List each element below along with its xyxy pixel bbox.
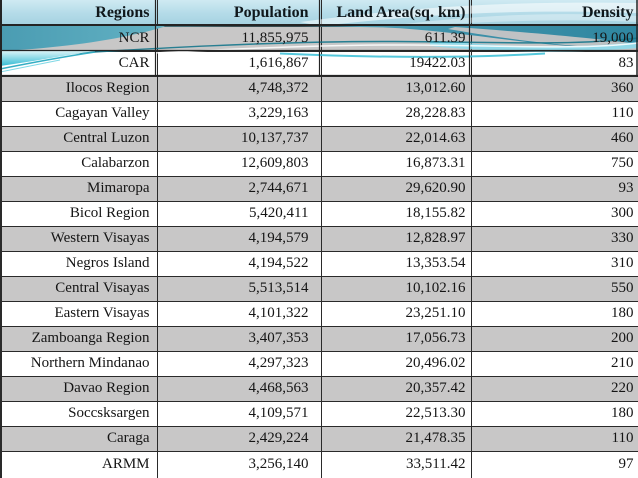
region-cell: Negros Island: [0, 250, 158, 277]
land-area-cell: 12,828.97: [320, 225, 472, 252]
population-cell: 2,744,671: [156, 175, 322, 202]
header-row: Regions Population Land Area(sq. km) Den…: [0, 0, 638, 27]
table-row: Ilocos Region 4,748,372 13,012.60 360: [0, 75, 638, 102]
column-header-regions: Regions: [0, 0, 158, 27]
density-cell: 750: [470, 150, 638, 177]
table-row: Eastern Visayas 4,101,322 23,251.10 180: [0, 300, 638, 327]
region-cell: ARMM: [0, 450, 158, 478]
region-cell: Northern Mindanao: [0, 350, 158, 377]
population-cell: 4,109,571: [156, 400, 322, 427]
table-row: Northern Mindanao 4,297,323 20,496.02 210: [0, 350, 638, 377]
population-cell: 3,407,353: [156, 325, 322, 352]
table-row: Soccsksargen 4,109,571 22,513.30 180: [0, 400, 638, 427]
population-cell: 11,855,975: [156, 25, 322, 52]
density-cell: 310: [470, 250, 638, 277]
land-area-cell: 22,513.30: [320, 400, 472, 427]
land-area-cell: 17,056.73: [320, 325, 472, 352]
region-cell: Western Visayas: [0, 225, 158, 252]
population-cell: 4,194,522: [156, 250, 322, 277]
table-row: NCR 11,855,975 611.39 19,000: [0, 25, 638, 52]
population-cell: 4,748,372: [156, 75, 322, 102]
land-area-cell: 20,496.02: [320, 350, 472, 377]
density-cell: 180: [470, 400, 638, 427]
region-cell: NCR: [0, 25, 158, 52]
table-row: Cagayan Valley 3,229,163 28,228.83 110: [0, 100, 638, 127]
region-cell: Central Visayas: [0, 275, 158, 302]
population-cell: 12,609,803: [156, 150, 322, 177]
density-cell: 550: [470, 275, 638, 302]
land-area-cell: 13,012.60: [320, 75, 472, 102]
column-header-land-area: Land Area(sq. km): [320, 0, 472, 27]
density-cell: 110: [470, 100, 638, 127]
region-cell: Zamboanga Region: [0, 325, 158, 352]
land-area-cell: 22,014.63: [320, 125, 472, 152]
population-cell: 4,101,322: [156, 300, 322, 327]
table-row: Zamboanga Region 3,407,353 17,056.73 200: [0, 325, 638, 352]
land-area-cell: 33,511.42: [320, 450, 472, 478]
density-cell: 330: [470, 225, 638, 252]
land-area-cell: 611.39: [320, 25, 472, 52]
density-cell: 360: [470, 75, 638, 102]
region-cell: Davao Region: [0, 375, 158, 402]
density-cell: 19,000: [470, 25, 638, 52]
land-area-cell: 29,620.90: [320, 175, 472, 202]
land-area-cell: 20,357.42: [320, 375, 472, 402]
land-area-cell: 19422.03: [320, 50, 472, 77]
density-cell: 300: [470, 200, 638, 227]
table-header: Regions Population Land Area(sq. km) Den…: [0, 0, 638, 27]
region-cell: CAR: [0, 50, 158, 77]
region-cell: Eastern Visayas: [0, 300, 158, 327]
land-area-cell: 28,228.83: [320, 100, 472, 127]
table-body: NCR 11,855,975 611.39 19,000 CAR 1,616,867 194…: [0, 25, 638, 478]
table-row: Central Luzon 10,137,737 22,014.63 460: [0, 125, 638, 152]
density-cell: 200: [470, 325, 638, 352]
region-cell: Calabarzon: [0, 150, 158, 177]
population-cell: 1,616,867: [156, 50, 322, 77]
region-cell: Central Luzon: [0, 125, 158, 152]
land-area-cell: 21,478.35: [320, 425, 472, 452]
density-cell: 180: [470, 300, 638, 327]
table-row: ARMM 3,256,140 33,511.42 97: [0, 450, 638, 478]
region-cell: Cagayan Valley: [0, 100, 158, 127]
density-cell: 110: [470, 425, 638, 452]
region-cell: Bicol Region: [0, 200, 158, 227]
density-cell: 210: [470, 350, 638, 377]
population-cell: 4,194,579: [156, 225, 322, 252]
table-row: Davao Region 4,468,563 20,357.42 220: [0, 375, 638, 402]
table-row: CAR 1,616,867 19422.03 83: [0, 50, 638, 77]
table-row: Calabarzon 12,609,803 16,873.31 750: [0, 150, 638, 177]
population-cell: 5,420,411: [156, 200, 322, 227]
region-cell: Caraga: [0, 425, 158, 452]
population-cell: 3,256,140: [156, 450, 322, 478]
population-cell: 3,229,163: [156, 100, 322, 127]
region-cell: Soccsksargen: [0, 400, 158, 427]
population-cell: 5,513,514: [156, 275, 322, 302]
population-cell: 2,429,224: [156, 425, 322, 452]
land-area-cell: 13,353.54: [320, 250, 472, 277]
land-area-cell: 23,251.10: [320, 300, 472, 327]
land-area-cell: 16,873.31: [320, 150, 472, 177]
density-cell: 93: [470, 175, 638, 202]
population-cell: 10,137,737: [156, 125, 322, 152]
density-cell: 220: [470, 375, 638, 402]
column-header-density: Density: [470, 0, 638, 27]
table-row: Negros Island 4,194,522 13,353.54 310: [0, 250, 638, 277]
region-cell: Mimaropa: [0, 175, 158, 202]
land-area-cell: 10,102.16: [320, 275, 472, 302]
density-cell: 83: [470, 50, 638, 77]
table-row: Mimaropa 2,744,671 29,620.90 93: [0, 175, 638, 202]
column-header-population: Population: [156, 0, 322, 27]
density-cell: 97: [470, 450, 638, 478]
population-cell: 4,297,323: [156, 350, 322, 377]
table-row: Central Visayas 5,513,514 10,102.16 550: [0, 275, 638, 302]
density-cell: 460: [470, 125, 638, 152]
population-cell: 4,468,563: [156, 375, 322, 402]
region-cell: Ilocos Region: [0, 75, 158, 102]
land-area-cell: 18,155.82: [320, 200, 472, 227]
table-row: Bicol Region 5,420,411 18,155.82 300: [0, 200, 638, 227]
table-row: Western Visayas 4,194,579 12,828.97 330: [0, 225, 638, 252]
table-row: Caraga 2,429,224 21,478.35 110: [0, 425, 638, 452]
